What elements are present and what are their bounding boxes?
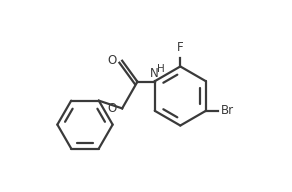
Text: F: F	[177, 41, 184, 55]
Text: O: O	[107, 102, 117, 115]
Text: O: O	[107, 54, 117, 67]
Text: Br: Br	[221, 104, 234, 117]
Text: H: H	[157, 64, 165, 74]
Text: N: N	[150, 67, 159, 80]
